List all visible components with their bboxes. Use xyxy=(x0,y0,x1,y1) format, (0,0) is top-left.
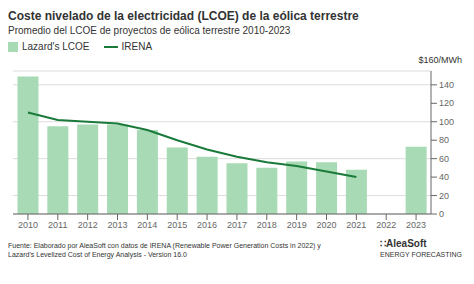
svg-text:2014: 2014 xyxy=(137,220,157,230)
svg-text:2012: 2012 xyxy=(78,220,98,230)
html-text:∷AleaSoft: ∷AleaSoft xyxy=(380,238,427,249)
html-text:IRENA: IRENA xyxy=(121,41,153,52)
svg-text:2023: 2023 xyxy=(406,220,426,230)
html-text:Coste nivelado de la electrici: Coste nivelado de la electricidad (LCOE)… xyxy=(8,9,359,23)
svg-text:2017: 2017 xyxy=(227,220,247,230)
svg-text:80: 80 xyxy=(439,135,449,145)
svg-text:2018: 2018 xyxy=(257,220,277,230)
svg-text:2015: 2015 xyxy=(167,220,187,230)
svg-text:2019: 2019 xyxy=(287,220,307,230)
svg-text:2013: 2013 xyxy=(107,220,127,230)
svg-text:100: 100 xyxy=(439,117,454,127)
svg-text:20: 20 xyxy=(439,191,449,201)
svg-text:2022: 2022 xyxy=(376,220,396,230)
html-text:Lazard's LCOE: Lazard's LCOE xyxy=(22,41,90,52)
svg-text:0: 0 xyxy=(439,209,444,219)
svg-text:120: 120 xyxy=(439,98,454,108)
svg-text:2020: 2020 xyxy=(316,220,336,230)
svg-text:2010: 2010 xyxy=(18,220,38,230)
html-text:Fuente: Elaborado por AleaSoft: Fuente: Elaborado por AleaSoft con datos… xyxy=(8,242,321,258)
svg-text:140: 140 xyxy=(439,80,454,90)
svg-text:60: 60 xyxy=(439,154,449,164)
svg-text:2021: 2021 xyxy=(346,220,366,230)
html-text:Promedio del LCOE de proyectos: Promedio del LCOE de proyectos de eólica… xyxy=(8,25,291,36)
svg-text:2011: 2011 xyxy=(48,220,67,230)
html-text:ENERGY FORECASTING: ENERGY FORECASTING xyxy=(380,251,462,258)
svg-text:40: 40 xyxy=(439,172,449,182)
svg-text:2016: 2016 xyxy=(197,220,217,230)
html-text:$160/MWh: $160/MWh xyxy=(418,55,462,65)
